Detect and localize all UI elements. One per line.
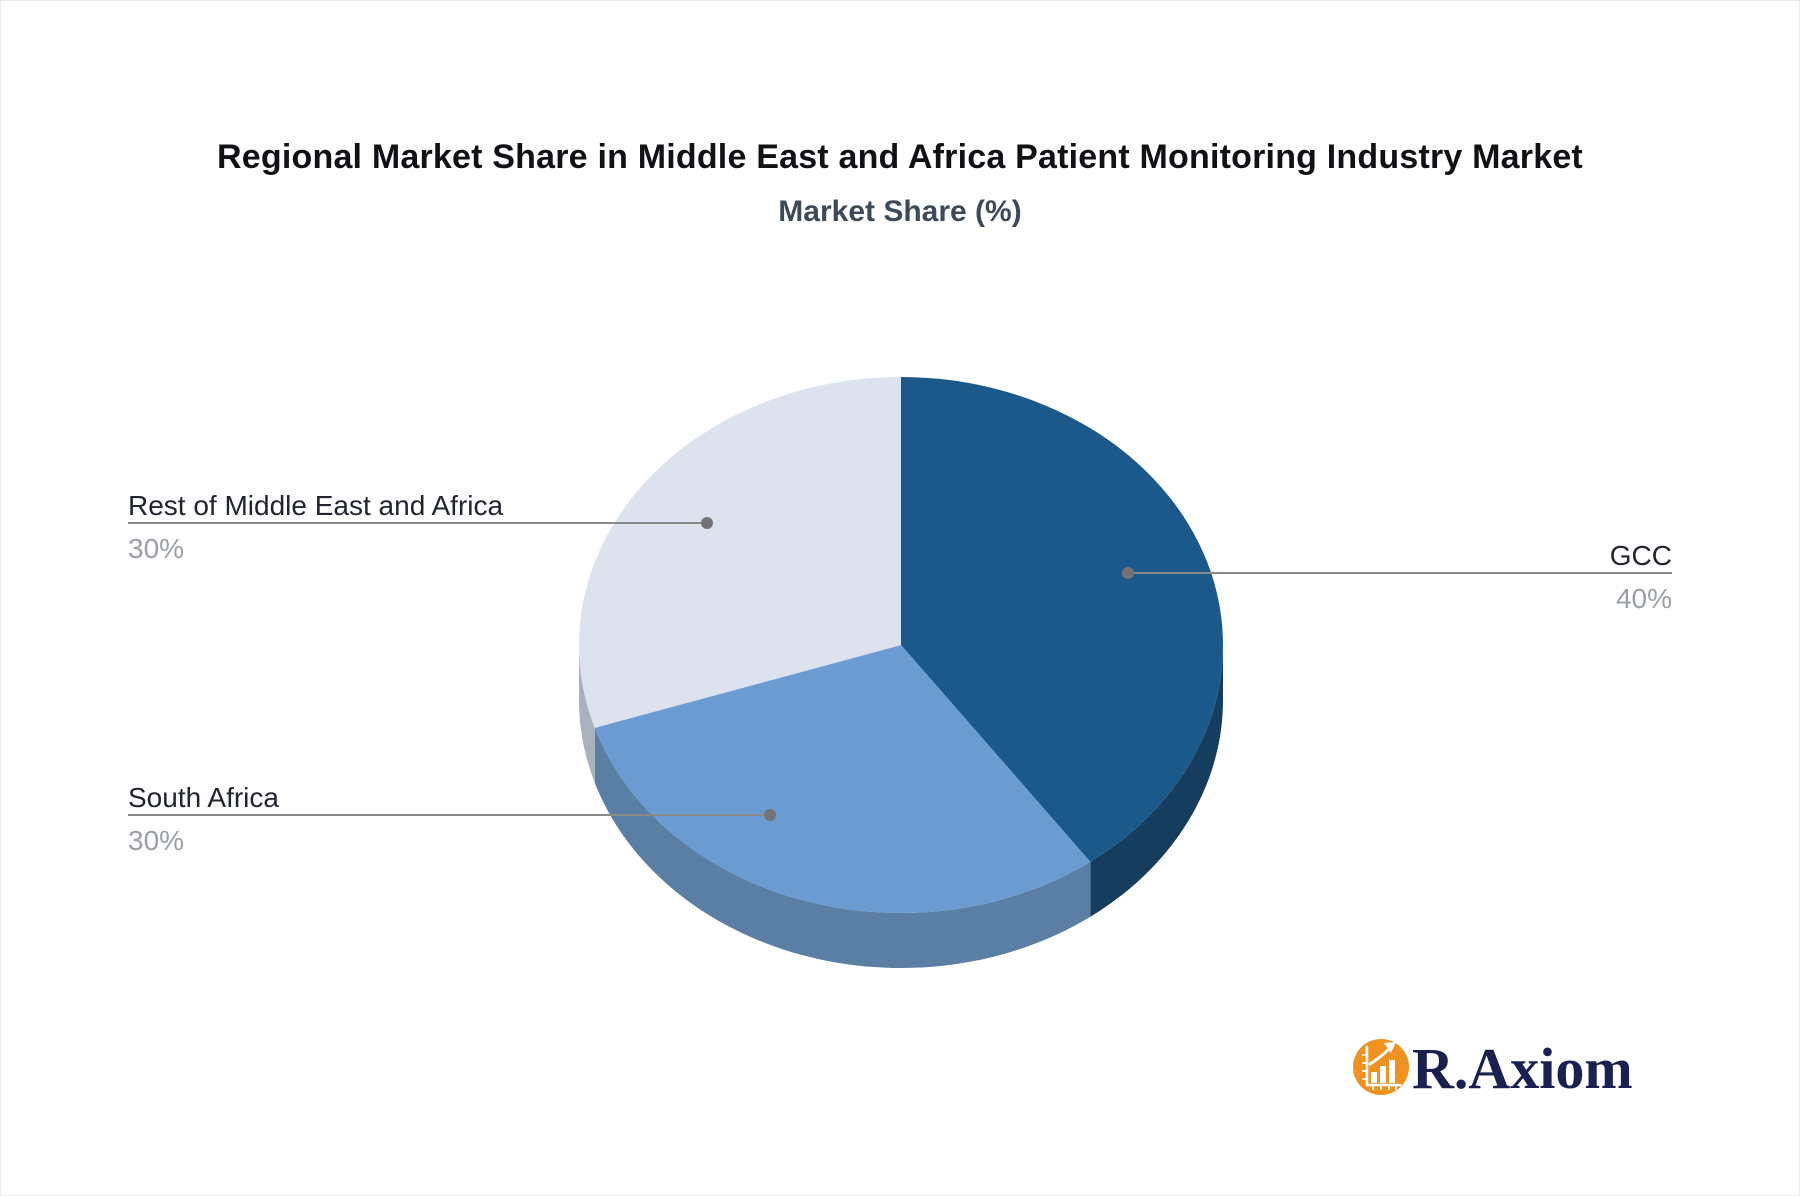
callout-dot-rest [701,517,713,529]
pie-slice-south-africa [594,645,1091,913]
pie-side-rest-of-middle-east-and-africa [579,645,595,783]
pie-slice-gcc [901,377,1223,862]
slice-percent-south-africa: 30% [128,825,185,856]
pie-slices [579,377,1223,913]
slice-label-south-africa: South Africa [128,782,279,813]
pie-side-gcc [1090,645,1223,917]
slice-percent-gcc: 40% [1615,583,1672,614]
logo-text: R.Axiom [1412,1036,1633,1101]
pie-3d-sides [579,645,1223,968]
callout-dot-south-africa [764,809,776,821]
logo-mark [1353,1039,1409,1095]
pie-slice-rest-of-middle-east-and-africa [579,377,901,728]
slice-percent-rest-of-middle-east-and-africa: 30% [128,533,185,564]
slice-label-rest-of-middle-east-and-africa: Rest of Middle East and Africa [128,490,504,521]
chart-title: Regional Market Share in Middle East and… [217,138,1583,176]
callout-lines [128,522,1672,816]
pie-side-south-africa [594,727,1091,968]
callout-dot-gcc [1122,567,1134,579]
bar-chart-growth-icon [1362,1042,1402,1090]
chart-subtitle: Market Share (%) [778,195,1022,228]
slice-label-gcc: GCC [1609,540,1672,571]
callout-dots [701,517,1134,821]
